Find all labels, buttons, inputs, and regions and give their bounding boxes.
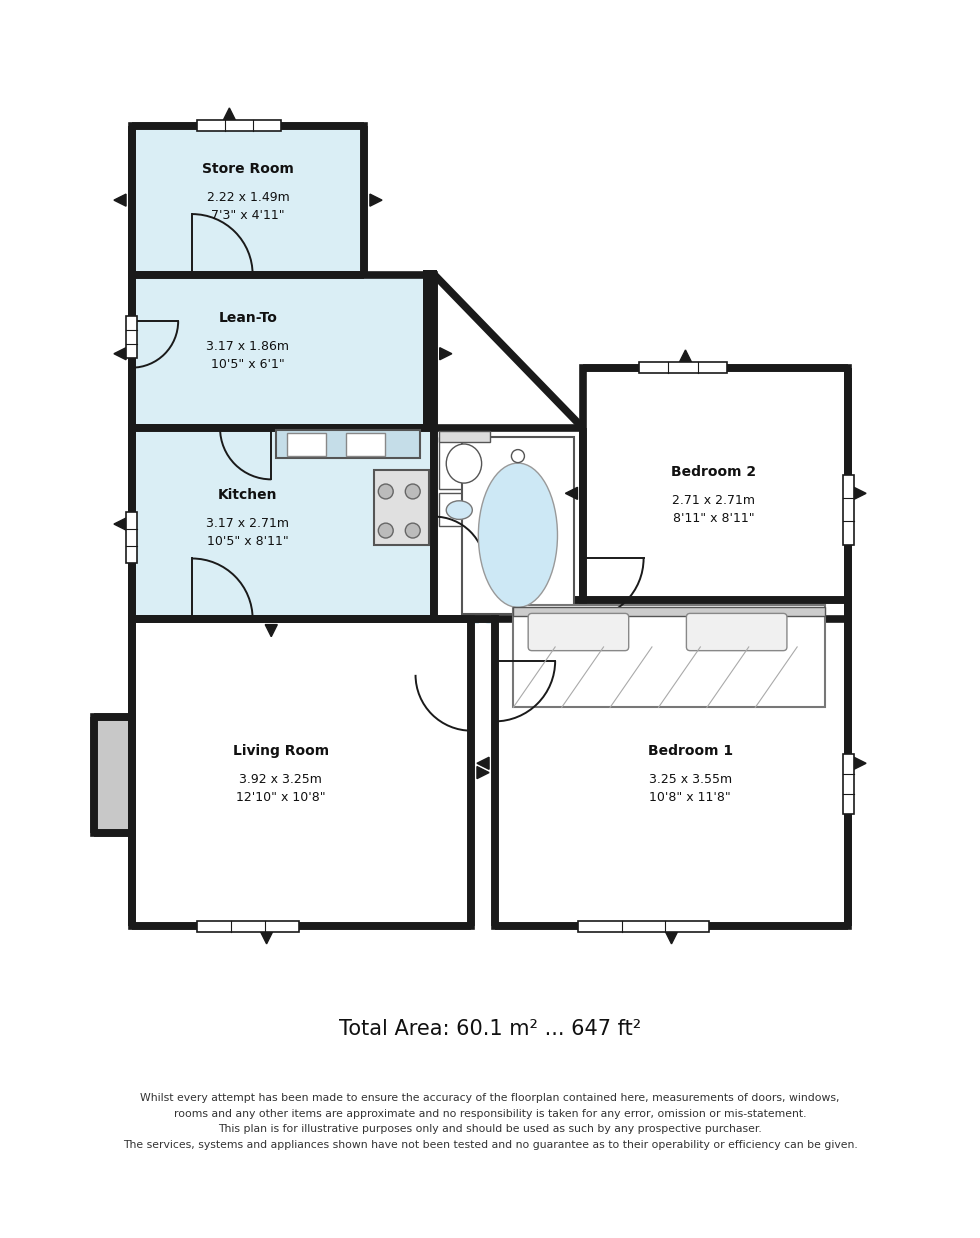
Text: 2.22 x 1.49m
7'3" x 4'11": 2.22 x 1.49m 7'3" x 4'11" <box>207 191 289 222</box>
Circle shape <box>378 484 393 499</box>
Polygon shape <box>854 758 866 769</box>
Bar <box>373 470 429 545</box>
Bar <box>131 275 434 428</box>
Bar <box>197 120 280 131</box>
Text: westcoast: westcoast <box>306 537 544 579</box>
Polygon shape <box>223 108 235 120</box>
Text: 3.92 x 3.25m
12'10" x 10'8": 3.92 x 3.25m 12'10" x 10'8" <box>236 773 325 803</box>
Bar <box>276 430 420 458</box>
Polygon shape <box>665 932 677 943</box>
Bar <box>639 361 727 374</box>
Text: Kitchen: Kitchen <box>219 488 277 503</box>
Bar <box>197 921 299 932</box>
Polygon shape <box>261 932 272 943</box>
Bar <box>131 428 434 619</box>
Ellipse shape <box>478 463 558 608</box>
Polygon shape <box>854 488 866 499</box>
Polygon shape <box>266 625 277 636</box>
Bar <box>843 754 854 815</box>
FancyBboxPatch shape <box>528 613 629 651</box>
Bar <box>346 433 385 456</box>
Bar <box>439 493 481 526</box>
Bar <box>126 513 137 563</box>
Text: Total Area: 60.1 m² ... 647 ft²: Total Area: 60.1 m² ... 647 ft² <box>339 1019 641 1039</box>
FancyBboxPatch shape <box>686 613 787 651</box>
Ellipse shape <box>446 444 481 483</box>
Polygon shape <box>369 194 382 207</box>
Polygon shape <box>114 517 126 530</box>
Bar <box>514 607 825 617</box>
Bar <box>287 433 326 456</box>
Text: Bedroom 2: Bedroom 2 <box>671 465 756 479</box>
Text: 3.25 x 3.55m
10'8" x 11'8": 3.25 x 3.55m 10'8" x 11'8" <box>649 773 732 803</box>
Text: Living Room: Living Room <box>232 744 328 758</box>
Bar <box>423 270 437 428</box>
Circle shape <box>406 484 420 499</box>
Bar <box>439 431 490 442</box>
Bar <box>583 368 849 619</box>
Text: Lean-To: Lean-To <box>219 311 277 326</box>
Polygon shape <box>679 350 692 361</box>
Polygon shape <box>477 758 489 769</box>
Text: Whilst every attempt has been made to ensure the accuracy of the floorplan conta: Whilst every attempt has been made to en… <box>122 1093 858 1150</box>
Circle shape <box>512 449 524 463</box>
Ellipse shape <box>446 501 472 520</box>
Bar <box>131 619 471 926</box>
Polygon shape <box>440 348 452 360</box>
Text: Store Room: Store Room <box>202 162 294 176</box>
Bar <box>495 600 849 926</box>
Bar <box>434 428 583 619</box>
Circle shape <box>378 524 393 539</box>
Bar <box>514 605 825 707</box>
Bar <box>463 437 573 614</box>
Polygon shape <box>477 766 489 779</box>
Text: 3.17 x 2.71m
10'5" x 8'11": 3.17 x 2.71m 10'5" x 8'11" <box>207 517 289 548</box>
Bar <box>126 317 137 358</box>
Text: 2.71 x 2.71m
8'11" x 8'11": 2.71 x 2.71m 8'11" x 8'11" <box>672 494 755 525</box>
Text: Bedroom 1: Bedroom 1 <box>648 744 733 758</box>
Bar <box>843 474 854 545</box>
Bar <box>439 437 490 489</box>
Polygon shape <box>114 194 126 207</box>
Text: P R O P E R T I E S: P R O P E R T I E S <box>356 612 494 626</box>
Bar <box>94 717 131 833</box>
Polygon shape <box>114 348 126 360</box>
Bar <box>578 921 709 932</box>
Text: 3.17 x 1.86m
10'5" x 6'1": 3.17 x 1.86m 10'5" x 6'1" <box>207 340 289 371</box>
Circle shape <box>406 524 420 539</box>
Bar <box>131 126 365 275</box>
Polygon shape <box>565 488 577 499</box>
